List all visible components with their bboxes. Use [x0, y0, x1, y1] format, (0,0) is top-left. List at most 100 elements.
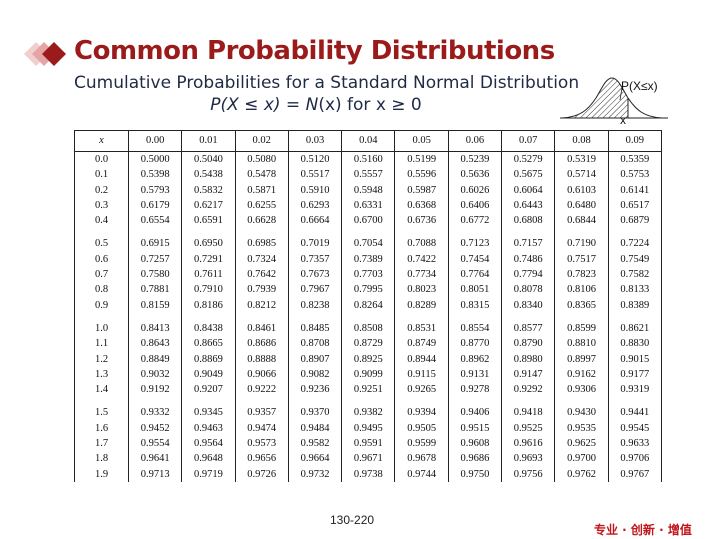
table-cell: 0.5000	[127, 151, 183, 168]
table-cell: 0.9700	[554, 451, 609, 467]
table-cell: 0.9222	[234, 382, 289, 398]
curve-x-label: x	[620, 113, 626, 127]
row-x-value: 1.1	[74, 336, 129, 352]
table-cell: 0.6985	[234, 236, 289, 252]
table-cell: 0.8708	[287, 336, 343, 352]
table-row: 0.6 0.7257 0.7291 0.7324 0.7357 0.7389 0.7422 0…	[74, 251, 663, 268]
row-x-value: 1.8	[74, 451, 129, 467]
table-cell: 0.9535	[554, 420, 609, 437]
table-cell: 0.9686	[447, 451, 503, 467]
table-cell: 0.8023	[394, 282, 449, 298]
table-cell: 0.8051	[447, 282, 503, 298]
table-cell: 0.5910	[287, 182, 343, 198]
footer-slogan: 专业 · 创新 · 增值	[594, 523, 692, 537]
table-cell: 0.6664	[287, 213, 343, 229]
table-cell: 0.9251	[341, 382, 396, 398]
table-row: 0.4 0.6554 0.6591 0.6628 0.6664 0.6700 0.6736 0…	[74, 213, 663, 229]
table-row: 1.4 0.9192 0.9207 0.9222 0.9236 0.9251 0.9265 0…	[74, 382, 663, 398]
table-cell: 0.6141	[607, 182, 663, 198]
table-cell: 0.9573	[234, 436, 289, 452]
table-cell: 0.9357	[234, 405, 289, 421]
table-cell: 0.9452	[127, 420, 183, 437]
page-number: 130-220	[330, 513, 375, 527]
table-cell: 0.9066	[234, 366, 289, 383]
table-cell: 0.8749	[394, 336, 449, 352]
table-cell: 0.7734	[394, 267, 449, 283]
table-cell: 0.8264	[341, 297, 396, 313]
table-row: 1.8 0.9641 0.9648 0.9656 0.9664 0.9671 0.9678 0…	[74, 451, 663, 467]
normal-curve-icon	[560, 77, 668, 119]
table-cell: 0.9406	[447, 405, 503, 421]
table-cell: 0.7190	[554, 236, 609, 252]
table-cell: 0.8186	[181, 297, 236, 313]
table-cell: 0.8621	[607, 320, 663, 337]
table-cell: 0.9750	[447, 466, 503, 482]
table-cell: 0.5596	[394, 167, 449, 183]
table-cell: 0.5080	[234, 151, 289, 168]
table-cell: 0.6736	[394, 213, 449, 229]
table-row: 0.0 0.5000 0.5040 0.5080 0.5120 0.5160 0.5199 0…	[74, 151, 663, 168]
group-spacer	[74, 397, 663, 406]
table-cell: 0.8106	[554, 282, 609, 298]
table-cell: 0.9345	[181, 405, 236, 421]
table-cell: 0.8159	[127, 297, 183, 313]
table-cell: 0.8925	[341, 351, 396, 367]
table-row: 0.8 0.7881 0.7910 0.7939 0.7967 0.7995 0.8023 0…	[74, 282, 663, 298]
table-cell: 0.6915	[127, 236, 183, 252]
table-cell: 0.9608	[447, 436, 503, 452]
row-x-value: 1.2	[74, 351, 129, 367]
table-cell: 0.8944	[394, 351, 449, 367]
table-cell: 0.9582	[287, 436, 343, 452]
table-cell: 0.9319	[607, 382, 663, 398]
table-cell: 0.6026	[447, 182, 503, 198]
table-cell: 0.9474	[234, 420, 289, 437]
column-header: 0.09	[607, 130, 663, 152]
table-cell: 0.5398	[127, 167, 183, 183]
table-cell: 0.9633	[607, 436, 663, 452]
table-cell: 0.9706	[607, 451, 663, 467]
row-x-value: 0.9	[74, 297, 129, 313]
table-cell: 0.9147	[501, 366, 556, 383]
table-row: 1.5 0.9332 0.9345 0.9357 0.9370 0.9382 0.9394 0…	[74, 405, 663, 421]
table-cell: 0.9599	[394, 436, 449, 452]
column-header: 0.03	[287, 130, 343, 152]
table-cell: 0.9177	[607, 366, 663, 383]
row-x-value: 0.1	[74, 167, 129, 183]
table-cell: 0.9656	[234, 451, 289, 467]
table-cell: 0.8531	[394, 320, 449, 337]
table-cell: 0.7324	[234, 251, 289, 268]
table-cell: 0.9713	[127, 466, 183, 482]
table-cell: 0.9236	[287, 382, 343, 398]
table-cell: 0.8340	[501, 297, 556, 313]
table-cell: 0.9732	[287, 466, 343, 482]
table-row: 1.3 0.9032 0.9049 0.9066 0.9082 0.9099 0.9115 0…	[74, 366, 663, 383]
table-cell: 0.8997	[554, 351, 609, 367]
table-row: 1.1 0.8643 0.8665 0.8686 0.8708 0.8729 0.8749 0…	[74, 336, 663, 352]
table-cell: 0.9162	[554, 366, 609, 383]
table-cell: 0.9192	[127, 382, 183, 398]
column-header: 0.08	[554, 130, 609, 152]
table-cell: 0.9131	[447, 366, 503, 383]
table-cell: 0.9693	[501, 451, 556, 467]
table-cell: 0.8389	[607, 297, 663, 313]
table-row: 0.3 0.6179 0.6217 0.6255 0.6293 0.6331 0.6368 0…	[74, 197, 663, 214]
table-row: 0.2 0.5793 0.5832 0.5871 0.5910 0.5948 0.5987 0…	[74, 182, 663, 198]
table-cell: 0.8888	[234, 351, 289, 367]
table-cell: 0.9641	[127, 451, 183, 467]
table-header-row: x 0.00 0.01 0.02 0.03 0.04 0.05 0.06 0.07 0.08 0.…	[74, 130, 663, 152]
table-cell: 0.7054	[341, 236, 396, 252]
row-x-value: 0.4	[74, 213, 129, 229]
table-cell: 0.8830	[607, 336, 663, 352]
table-cell: 0.7611	[181, 267, 236, 283]
table-cell: 0.9032	[127, 366, 183, 383]
table-cell: 0.9719	[181, 466, 236, 482]
table-cell: 0.9292	[501, 382, 556, 398]
curve-area-label: P(X≤x)	[621, 79, 658, 93]
table-cell: 0.8461	[234, 320, 289, 337]
table-cell: 0.5557	[341, 167, 396, 183]
table-cell: 0.7357	[287, 251, 343, 268]
table-cell: 0.8643	[127, 336, 183, 352]
table-cell: 0.9463	[181, 420, 236, 437]
table-cell: 0.9505	[394, 420, 449, 437]
table-cell: 0.7580	[127, 267, 183, 283]
